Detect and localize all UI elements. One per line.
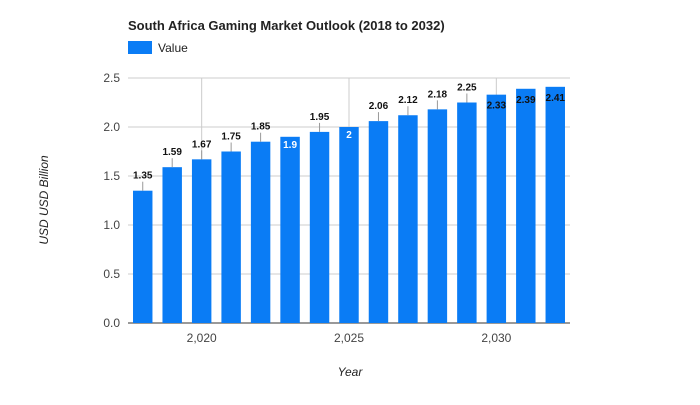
data-label: 2.33 (487, 101, 507, 112)
bar[interactable] (191, 159, 212, 323)
data-label: 1.9 (283, 140, 297, 151)
x-axis-title: Year (338, 365, 364, 379)
data-label-layer: 1.35 1.59 1.67 1.75 1.85 1.9 1.95 2 2.06 2.12 2.18… (133, 83, 565, 191)
data-label: 1.67 (192, 139, 212, 150)
y-tick-label: 0.0 (103, 316, 120, 330)
bar[interactable] (486, 94, 507, 323)
data-label: 1.85 (251, 122, 271, 133)
bar[interactable] (457, 102, 477, 324)
chart-title: South Africa Gaming Market Outlook (2018… (128, 18, 445, 33)
x-tick-label: 2,030 (481, 331, 511, 345)
bar[interactable] (339, 127, 359, 323)
legend[interactable]: Value (128, 41, 188, 55)
data-label: 2.12 (398, 95, 418, 106)
y-tick-label: 1.5 (103, 169, 120, 183)
bar[interactable] (309, 131, 330, 323)
y-tick-label: 1.0 (103, 218, 120, 232)
data-label: 1.75 (221, 132, 241, 143)
data-label: 2.25 (457, 83, 477, 94)
data-label: 2.39 (516, 95, 536, 106)
bar[interactable] (162, 167, 182, 323)
bar[interactable] (516, 88, 536, 323)
y-tick-label: 2.0 (103, 120, 120, 134)
data-label: 1.59 (162, 147, 182, 158)
x-tick-label: 2,025 (334, 331, 364, 345)
legend-swatch (128, 41, 152, 54)
data-label: 2 (346, 130, 352, 141)
bar-layer (133, 86, 565, 324)
x-axis-ticks: 2,020 2,025 2,030 (187, 331, 512, 345)
legend-label: Value (158, 41, 188, 55)
bar[interactable] (250, 141, 271, 323)
x-tick-label: 2,020 (187, 331, 217, 345)
data-label: 2.41 (546, 93, 566, 104)
data-label: 2.18 (428, 89, 448, 100)
y-tick-label: 2.5 (103, 71, 120, 85)
data-label: 1.35 (133, 171, 153, 182)
bar[interactable] (368, 121, 389, 324)
bar[interactable] (427, 109, 448, 323)
y-tick-label: 0.5 (103, 267, 120, 281)
bar[interactable] (280, 136, 300, 323)
bar[interactable] (221, 151, 241, 324)
y-axis-ticks: 0.0 0.5 1.0 1.5 2.0 2.5 (103, 71, 120, 330)
data-label: 2.06 (369, 101, 389, 112)
data-label: 1.95 (310, 112, 330, 123)
bar[interactable] (545, 86, 565, 323)
bar[interactable] (133, 190, 153, 323)
y-axis-title: USD USD Billion (37, 155, 51, 245)
bar[interactable] (398, 115, 418, 324)
